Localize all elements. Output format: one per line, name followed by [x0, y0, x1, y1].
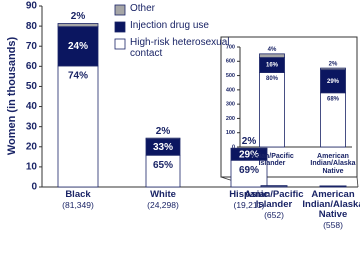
category-total: (19,211)	[233, 199, 265, 210]
data-label: 68%	[327, 96, 340, 102]
x-tick-label: American Indian/Alaska Native	[302, 189, 360, 220]
data-label: 29%	[327, 79, 340, 85]
data-label: 24%	[68, 41, 88, 52]
x-tick-label: White	[150, 189, 176, 200]
y-tick-label: 90	[26, 1, 38, 12]
legend-swatch	[114, 4, 126, 16]
bar-segment	[230, 159, 268, 188]
data-label: 33%	[153, 142, 173, 153]
category-label-group: Asian/Pacific Islander	[245, 153, 300, 168]
legend-label: Other	[130, 3, 156, 14]
category-label-group: Asian/Pacific Islander (652)	[239, 190, 309, 220]
data-label: 69%	[239, 165, 259, 176]
y-tick-label: 80	[26, 21, 38, 32]
data-label: 2%	[329, 61, 338, 67]
y-tick-label: 300	[226, 102, 235, 108]
y-tick-label: 50	[26, 81, 38, 92]
y-tick-label: 100	[226, 130, 235, 136]
y-tick-label: 70	[26, 41, 38, 52]
category-total: (558)	[323, 219, 343, 230]
bar-segment	[57, 26, 99, 67]
bar-segment	[57, 65, 99, 188]
data-label: 2%	[242, 136, 257, 147]
category-label-group: White (24,298)	[128, 190, 198, 210]
data-label: 74%	[68, 71, 88, 82]
data-label: 2%	[156, 126, 171, 137]
y-tick-label: 20	[26, 141, 38, 152]
category-total: (81,349)	[62, 199, 94, 210]
bar-segment	[145, 137, 181, 140]
y-tick-label: 400	[226, 87, 235, 93]
x-tick-label: Black	[65, 189, 91, 200]
y-tick-label: 600	[226, 59, 235, 65]
legend-label: High-risk heterosexual contact	[130, 37, 230, 59]
category-label-group: Hispanic (19,211)	[214, 190, 284, 210]
category-total: (24,298)	[147, 199, 179, 210]
y-tick-label: 0	[31, 182, 37, 193]
bar-segment	[320, 67, 346, 71]
y-tick-label: 60	[26, 61, 38, 72]
legend-swatch	[114, 38, 126, 50]
category-label-group: American Indian/Alaska Native (558)	[298, 190, 360, 230]
y-tick-label: 10	[26, 162, 38, 173]
data-label: 4%	[268, 47, 277, 53]
bar-segment	[259, 72, 285, 148]
inset-connector	[356, 176, 359, 188]
bar-segment	[57, 23, 99, 28]
category-label-group: Black (81,349)	[43, 190, 113, 210]
y-tick-label: 0	[232, 144, 235, 150]
data-label: 80%	[266, 76, 279, 82]
data-label: 2%	[71, 11, 86, 22]
bar-segment	[230, 147, 268, 150]
y-tick-label: 500	[226, 73, 235, 79]
legend-swatch	[114, 21, 126, 33]
y-tick-label: 40	[26, 101, 38, 112]
legend-label: Injection drug use	[130, 20, 209, 31]
bar-segment	[145, 154, 181, 188]
x-tick-label: Asian/Pacific Islander	[250, 153, 294, 168]
y-tick-label: 200	[226, 116, 235, 122]
x-tick-label: American Indian/Alaska Native	[310, 153, 356, 175]
y-axis-label: Women (in thousands)	[6, 36, 18, 155]
category-label-group: American Indian/Alaska Native	[306, 153, 360, 175]
x-tick-label: Asian/Pacific Islander	[244, 189, 304, 210]
data-label: 29%	[239, 149, 259, 160]
y-tick-label: 700	[226, 44, 235, 50]
category-total: (652)	[264, 209, 284, 220]
x-tick-label: Hispanic	[229, 189, 269, 200]
y-tick-label: 30	[26, 121, 38, 132]
data-label: 65%	[153, 160, 173, 171]
bar-segment	[259, 53, 285, 58]
data-label: 16%	[266, 63, 279, 69]
